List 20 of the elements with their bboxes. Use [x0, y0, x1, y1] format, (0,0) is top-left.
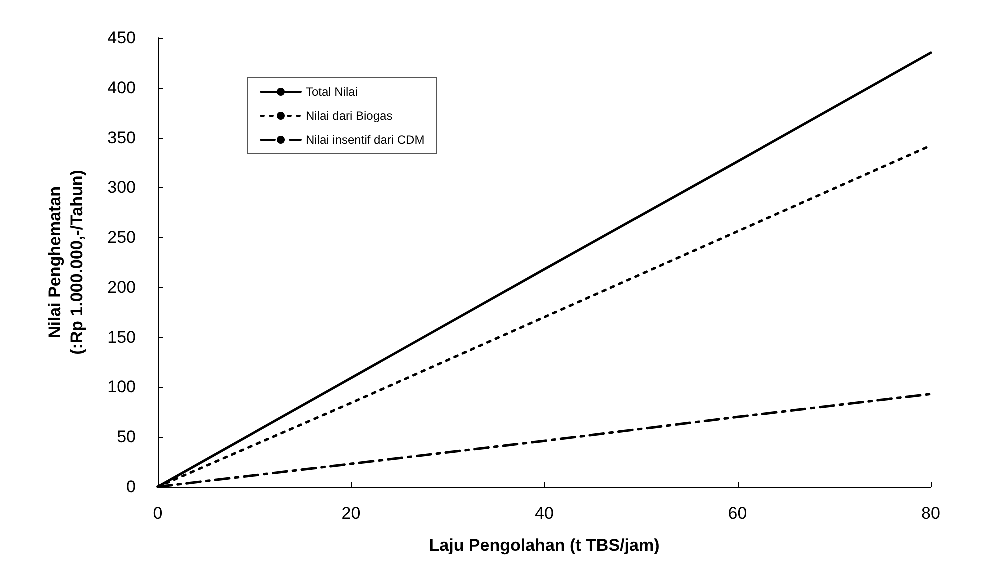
y-tick-label: 200 [108, 278, 136, 297]
y-tick-label: 100 [108, 378, 136, 397]
x-axis-title: Laju Pengolahan (t TBS/jam) [429, 536, 660, 555]
y-tick-label: 50 [117, 428, 136, 447]
x-tick-label: 0 [153, 504, 163, 523]
legend-label: Nilai dari Biogas [306, 109, 393, 123]
x-tick-label: 40 [535, 504, 554, 523]
legend-label: Total Nilai [306, 85, 358, 99]
x-tick-label: 20 [342, 504, 361, 523]
y-tick-label: 300 [108, 178, 136, 198]
y-tick-label: 400 [108, 78, 136, 98]
y-tick-label: 250 [108, 228, 136, 248]
y-tick-label: 150 [108, 328, 136, 347]
legend-label: Nilai insentif dari CDM [306, 133, 425, 147]
y-tick-label: 450 [108, 28, 136, 48]
y-axis-title: Nilai Penghematan (:Rp 1.000.000,-/Tahun) [46, 170, 86, 355]
x-tick-label: 80 [922, 504, 940, 523]
y-tick-label: 0 [126, 478, 136, 496]
x-tick-label: 60 [728, 504, 748, 523]
y-tick-label: 350 [108, 128, 136, 148]
